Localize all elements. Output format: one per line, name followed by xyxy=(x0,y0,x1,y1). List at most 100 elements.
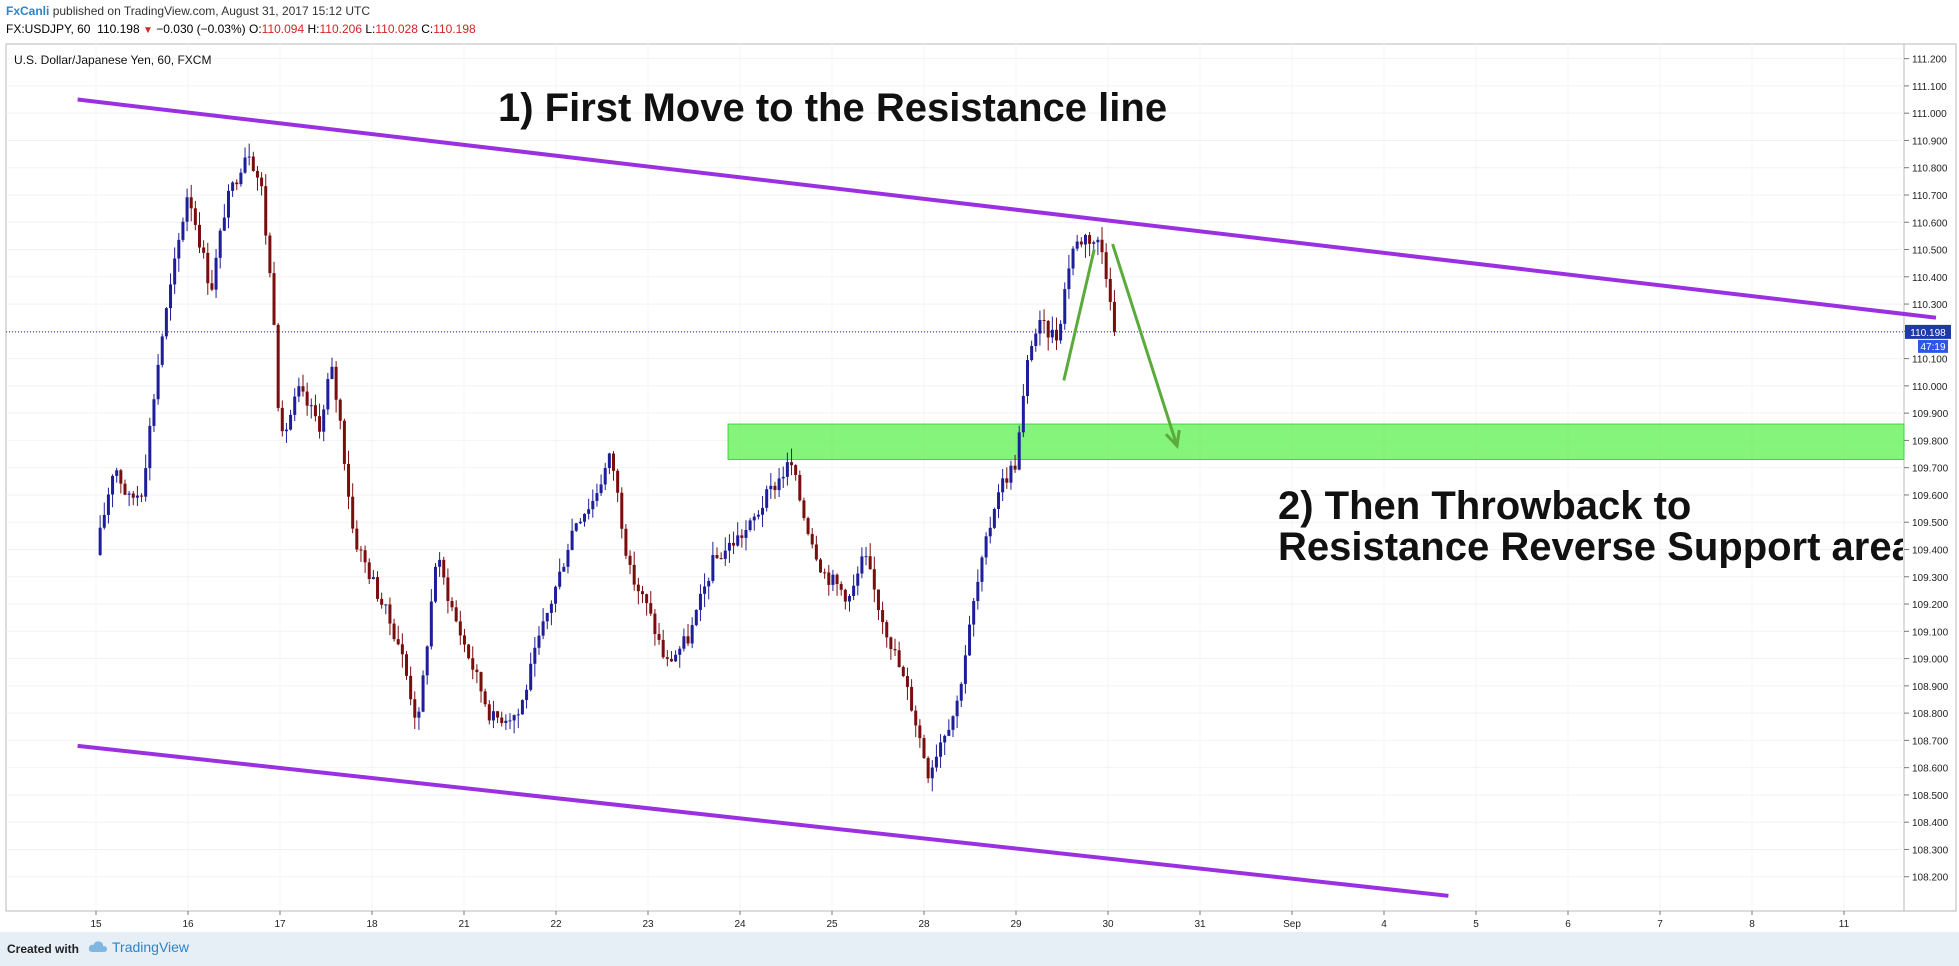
candle-body xyxy=(293,396,297,415)
y-tick-label: 110.600 xyxy=(1912,218,1948,229)
annotation-throwback-line1: 2) Then Throwback to xyxy=(1278,486,1692,528)
candle-body xyxy=(500,717,504,724)
candle-body xyxy=(1038,319,1042,334)
candle-body xyxy=(280,407,284,432)
x-tick-label: 24 xyxy=(734,919,746,930)
candle-body xyxy=(264,186,268,236)
y-tick-label: 108.800 xyxy=(1912,709,1949,720)
candle-body xyxy=(475,669,479,673)
candle-body xyxy=(450,600,454,608)
candle-body xyxy=(773,485,777,491)
resistance-trendline[interactable] xyxy=(77,97,1937,320)
candle-body xyxy=(1026,360,1029,396)
candle-body xyxy=(554,586,558,604)
candle-body xyxy=(111,475,115,495)
candle-body xyxy=(1075,241,1079,249)
candle-body xyxy=(127,493,131,495)
candle-body xyxy=(260,177,264,187)
candle-body xyxy=(595,493,599,501)
y-tick-label: 110.500 xyxy=(1912,246,1948,257)
author-link[interactable]: FxCanli xyxy=(6,4,50,18)
candle-body xyxy=(106,494,110,515)
close-value: 110.198 xyxy=(433,22,476,36)
candle-body xyxy=(504,720,508,724)
candle-body xyxy=(963,655,967,684)
candle-body xyxy=(653,613,657,635)
candle-body xyxy=(135,495,139,498)
tradingview-brand-link[interactable]: TradingView xyxy=(88,939,189,955)
candle-body xyxy=(1096,239,1100,243)
y-tick-label: 108.400 xyxy=(1912,818,1949,829)
candle-body xyxy=(181,221,185,240)
candle-body xyxy=(446,577,450,601)
candle-body xyxy=(347,463,351,497)
triangle-down-icon: ▼ xyxy=(143,25,153,36)
projection-arrow-line[interactable] xyxy=(1062,249,1096,381)
candle-body xyxy=(301,386,305,392)
candle-body xyxy=(462,635,466,645)
candle-body xyxy=(723,550,727,559)
support-trendline[interactable] xyxy=(77,743,1449,898)
candle-body xyxy=(376,577,380,599)
y-tick-label: 108.900 xyxy=(1912,682,1949,693)
y-tick-label: 109.000 xyxy=(1912,655,1949,666)
candle-body xyxy=(752,516,756,521)
candle-body xyxy=(243,157,247,173)
candle-body xyxy=(251,156,255,171)
x-tick-label: 25 xyxy=(826,919,838,930)
candle-body xyxy=(284,429,288,432)
candle-body xyxy=(930,767,934,779)
candle-body xyxy=(1034,333,1038,346)
candle-body xyxy=(388,604,392,624)
candle-body xyxy=(520,700,524,715)
candle-body xyxy=(872,569,876,590)
candle-body xyxy=(843,589,847,602)
candle-body xyxy=(934,756,938,768)
plot-frame xyxy=(5,43,1905,912)
candle-body xyxy=(674,654,678,662)
candle-body xyxy=(976,581,980,602)
open-label: O: xyxy=(249,22,262,36)
x-tick-label: 31 xyxy=(1194,919,1206,930)
candle-body xyxy=(661,639,665,658)
candle-body xyxy=(206,252,210,284)
projection-arrow-line[interactable] xyxy=(1111,243,1179,447)
candle-body xyxy=(612,453,615,471)
candle-body xyxy=(177,239,181,259)
candle-body xyxy=(549,603,553,613)
candle-body xyxy=(736,535,740,546)
y-tick-label: 108.500 xyxy=(1912,791,1949,802)
candle-body xyxy=(665,657,669,659)
candle-body xyxy=(827,572,831,585)
candle-body xyxy=(226,190,230,218)
support-zone[interactable] xyxy=(727,423,1905,461)
x-tick-label: 11 xyxy=(1839,919,1850,930)
candle-body xyxy=(715,555,719,559)
x-tick-label: 28 xyxy=(918,919,930,930)
candle-body xyxy=(123,483,127,495)
candle-body xyxy=(529,663,533,690)
y-tick-label: 109.600 xyxy=(1912,491,1949,502)
candle-body xyxy=(330,366,334,380)
tradingview-brand-text: TradingView xyxy=(112,939,190,955)
candle-body xyxy=(185,197,189,222)
candle-body xyxy=(289,414,293,430)
candle-body xyxy=(624,528,628,556)
price-axis[interactable] xyxy=(1903,43,1957,912)
candle-body xyxy=(727,542,731,551)
candle-body xyxy=(309,405,313,407)
candle-body xyxy=(276,324,280,408)
candle-body xyxy=(1112,301,1116,332)
candle-body xyxy=(359,549,363,551)
candle-body xyxy=(380,598,384,605)
candle-body xyxy=(193,208,197,225)
candle-body xyxy=(1092,242,1096,244)
candle-body xyxy=(852,585,856,596)
chart-canvas[interactable]: 111.200 111.100 111.000 110.900 110.800 110.7… xyxy=(0,0,1959,932)
candle-body xyxy=(102,514,106,528)
candle-body xyxy=(814,544,818,560)
candle-body xyxy=(819,559,822,573)
candle-body xyxy=(1042,319,1046,321)
y-tick-label: 111.200 xyxy=(1912,55,1947,66)
candle-body xyxy=(616,470,620,493)
